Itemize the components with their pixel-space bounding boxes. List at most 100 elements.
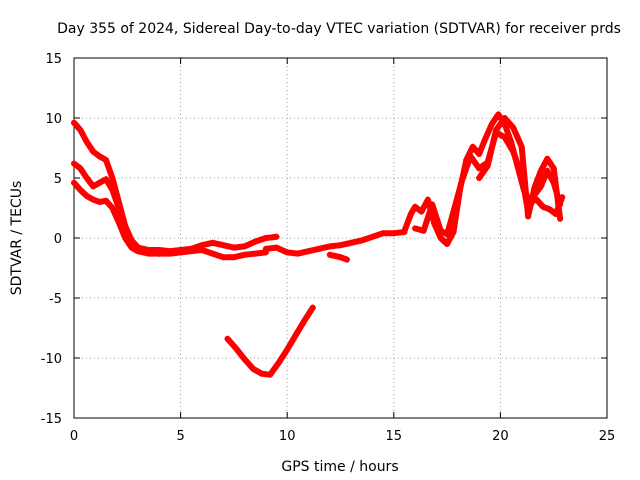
data-point — [83, 193, 90, 199]
data-point — [557, 215, 564, 222]
data-point — [258, 370, 265, 377]
data-point — [122, 235, 129, 241]
data-point — [510, 148, 517, 155]
data-point — [437, 227, 444, 234]
data-point — [262, 245, 269, 252]
data-point — [156, 250, 163, 257]
data-point — [128, 244, 135, 251]
data-point — [284, 346, 291, 353]
data-point — [177, 249, 184, 256]
data-point — [420, 227, 427, 234]
data-marks — [71, 111, 566, 378]
data-point — [326, 243, 333, 250]
data-point — [77, 127, 84, 133]
data-point — [294, 250, 301, 257]
data-point — [309, 304, 316, 311]
data-point — [337, 242, 344, 249]
data-point — [90, 183, 97, 190]
data-point — [230, 254, 237, 261]
data-point — [77, 165, 84, 172]
data-point — [450, 208, 457, 215]
data-point — [459, 177, 466, 184]
data-point — [544, 167, 551, 174]
data-point — [96, 179, 103, 186]
axis-ticks: 0 5 10 15 20 25 -15 -10 -5 0 5 10 15 — [41, 52, 616, 444]
data-point — [537, 183, 544, 190]
data-point — [71, 179, 77, 186]
data-point — [390, 230, 397, 237]
data-point — [273, 244, 280, 251]
data-point — [540, 203, 547, 210]
data-point — [412, 203, 419, 210]
data-point — [115, 205, 122, 211]
series-arc-f — [326, 251, 350, 263]
data-point — [198, 245, 205, 252]
data-point — [544, 155, 551, 162]
data-point — [343, 256, 350, 263]
data-point — [418, 208, 425, 215]
data-point — [90, 148, 97, 155]
data-point — [115, 219, 122, 226]
data-point — [482, 135, 489, 142]
x-tick-label: 0 — [70, 429, 78, 444]
data-point — [275, 359, 282, 366]
y-tick-label: -5 — [49, 292, 62, 307]
series-arc-c — [71, 179, 205, 257]
data-point — [96, 153, 103, 160]
x-tick-label: 5 — [176, 429, 184, 444]
y-tick-label: 0 — [54, 232, 62, 247]
data-point — [493, 127, 500, 133]
data-point — [380, 230, 387, 237]
data-point — [96, 199, 103, 205]
data-point — [525, 213, 532, 220]
data-point — [469, 143, 476, 150]
data-point — [267, 371, 274, 378]
data-point — [220, 242, 227, 249]
data-point — [71, 119, 77, 126]
data-point — [241, 243, 248, 250]
data-point — [102, 197, 109, 204]
data-point — [407, 211, 414, 217]
data-point — [188, 247, 195, 253]
y-tick-label: 15 — [45, 52, 62, 67]
y-axis-label: SDTVAR / TECUs — [9, 181, 25, 296]
data-point — [412, 225, 419, 232]
data-point — [348, 239, 355, 246]
data-point — [501, 115, 508, 121]
y-tick-label: -10 — [41, 352, 62, 367]
data-point — [230, 244, 237, 251]
data-point — [292, 332, 299, 339]
x-tick-label: 25 — [599, 429, 616, 444]
data-point — [252, 250, 259, 257]
data-point — [467, 153, 474, 160]
data-point — [102, 176, 109, 183]
data-point — [476, 151, 483, 157]
data-point — [209, 250, 216, 257]
data-point — [326, 251, 333, 258]
data-point — [220, 254, 227, 261]
x-axis-label: GPS time / hours — [281, 459, 398, 475]
data-point — [83, 139, 90, 145]
data-point — [369, 233, 376, 240]
series-arc-d — [224, 304, 316, 378]
data-point — [488, 121, 495, 127]
data-point — [537, 167, 544, 174]
data-point — [476, 175, 483, 181]
data-point — [429, 201, 436, 208]
data-point — [109, 187, 116, 193]
series-arc-i — [476, 115, 564, 222]
data-point — [510, 124, 517, 131]
chart-title: Day 355 of 2024, Sidereal Day-to-day VTE… — [57, 21, 621, 37]
data-point — [501, 134, 508, 141]
x-tick-label: 15 — [386, 429, 403, 444]
data-point — [241, 356, 248, 363]
x-tick-label: 10 — [279, 429, 296, 444]
data-point — [424, 196, 431, 203]
data-point — [102, 157, 109, 163]
y-tick-label: -15 — [41, 412, 62, 427]
data-point — [273, 233, 280, 240]
data-point — [262, 235, 269, 241]
